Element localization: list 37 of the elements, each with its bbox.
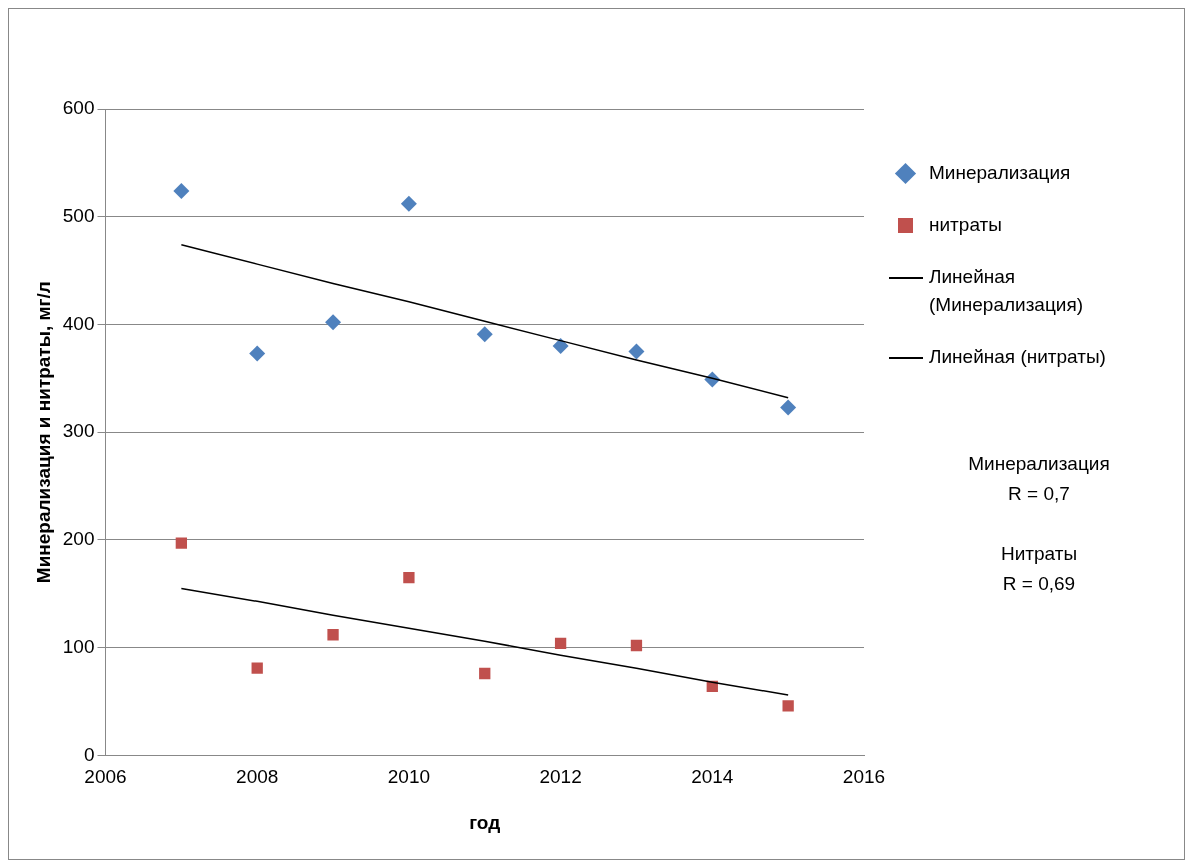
point (479, 667, 491, 680)
x-tick-label: 2016 (842, 766, 886, 788)
point (249, 345, 266, 362)
y-tick-label: 100 (62, 635, 95, 657)
y-tick-label: 200 (62, 528, 95, 550)
y-tick-label: 600 (62, 97, 95, 119)
point (628, 343, 645, 360)
legend-label: Минерализация (929, 161, 1072, 185)
legend-label: Линейная (Минерализация) (929, 265, 1085, 317)
x-tick-label: 2012 (539, 766, 582, 788)
point (782, 700, 794, 712)
point (400, 195, 417, 212)
y-tick-label: 400 (62, 312, 95, 334)
point (403, 571, 415, 584)
point (780, 399, 797, 416)
point (554, 637, 567, 650)
y-tick-label: 300 (62, 420, 95, 442)
point (173, 182, 190, 199)
text: Минерализация R = 0,7 (967, 452, 1111, 506)
point (175, 537, 188, 549)
text: Нитраты R = 0,69 (999, 542, 1079, 596)
x-tick-label: 2008 (236, 766, 279, 788)
point (251, 662, 263, 674)
y-tick-label: 500 (62, 204, 95, 226)
x-tick-label: 2010 (387, 766, 431, 788)
legend-label: нитраты (929, 213, 1003, 237)
legend-label: Линейная (нитраты) (929, 345, 1107, 369)
x-tick-label: 2014 (691, 766, 734, 788)
y-axis-title: Минерализация и нитраты, мг/л (32, 281, 54, 584)
point (325, 314, 342, 331)
point (327, 629, 339, 641)
x-axis-title: год (469, 811, 501, 833)
x-tick-label: 2006 (84, 766, 127, 788)
point (630, 639, 643, 652)
y-tick-label: 0 (83, 743, 95, 765)
point (476, 326, 493, 343)
point (552, 338, 569, 355)
